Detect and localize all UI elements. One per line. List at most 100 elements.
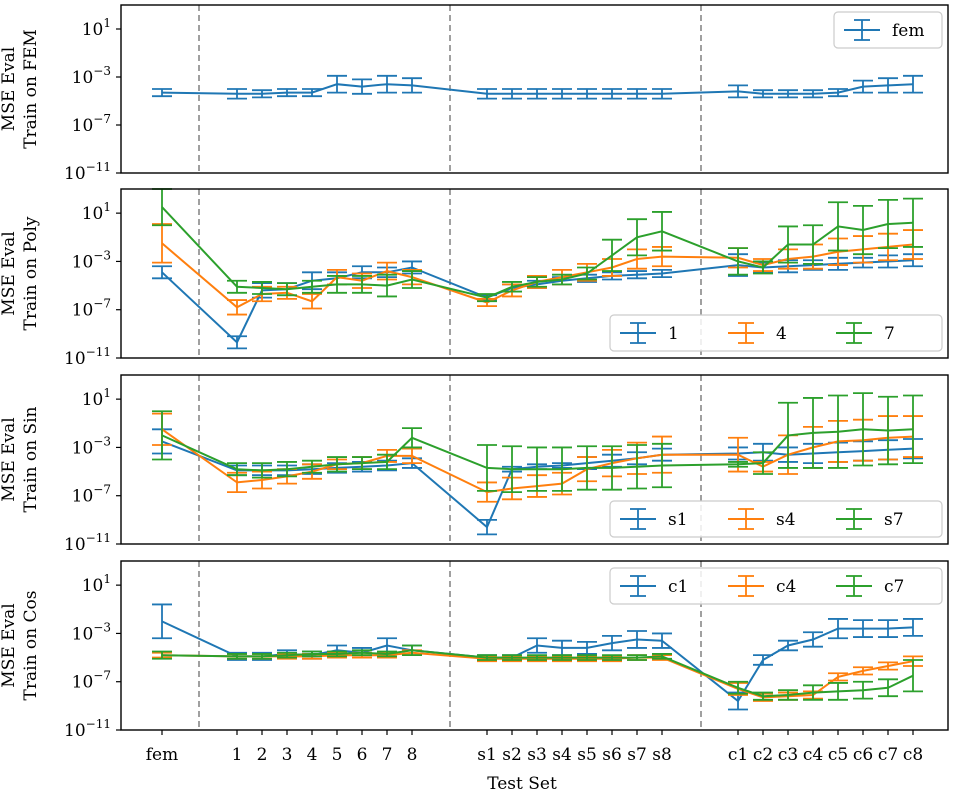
error-bar [778,401,798,469]
x-tick-label: 8 [407,745,418,765]
error-bar [803,224,823,265]
x-tick-label: s1 [477,745,497,765]
error-bar [277,282,297,297]
error-bar [152,265,172,280]
x-tick-label: c7 [878,745,898,765]
error-bar [803,397,823,469]
error-bar [552,654,572,661]
legend-box [609,500,943,538]
error-bar [477,518,497,536]
y-axis-title-line1: MSE Eval [0,603,19,687]
x-tick-label: 6 [357,745,368,765]
y-axis-title-line1: MSE Eval [0,417,19,501]
legend-label: 7 [884,324,895,344]
error-bar [152,188,172,227]
error-bar [302,88,322,98]
y-axis-title-line2: Train on Cos [21,591,41,701]
legend-box [833,11,943,49]
series-c7 [152,644,923,701]
error-bar [502,445,522,493]
error-bar [302,279,322,294]
series-fem [152,74,923,100]
error-bar [853,680,873,700]
legend-item-c1: c1 [620,575,688,597]
x-tick-label: c2 [753,745,773,765]
error-bar [502,281,522,293]
x-tick-label: 4 [307,745,318,765]
x-axis-title: Test Set [487,774,557,794]
x-tick-label: 3 [282,745,293,765]
error-bar [252,653,272,660]
error-bar [477,444,497,492]
y-tick-label: 10−7 [72,297,111,321]
y-tick-label: 101 [82,572,111,596]
x-tick-label: 1 [232,745,243,765]
error-bar [853,79,873,94]
x-tick-label: c6 [853,745,873,765]
legend-item-s1: s1 [620,508,688,530]
legend-label: s7 [884,510,904,530]
error-bar [627,444,647,490]
error-bar [352,456,372,471]
error-bar [502,654,522,661]
error-bar [602,634,622,652]
series-4 [152,223,923,316]
x-tick-label: 7 [382,745,393,765]
x-tick-label: 5 [332,745,343,765]
error-bar [652,268,672,279]
error-bar [602,238,622,272]
legend-label: c7 [884,577,904,597]
legend-item-7: 7 [836,322,895,344]
y-tick-label: 10−3 [72,620,111,644]
error-bar [552,88,572,100]
y-tick-label: 10−11 [64,160,111,184]
y-tick-label: 101 [82,386,111,410]
error-bar [627,654,647,661]
error-bar [878,678,898,698]
legend-label: s1 [668,510,688,530]
error-bar [878,198,898,250]
x-tick-label: 2 [257,745,268,765]
legend-item-c4: c4 [728,575,796,597]
legend-box [609,567,943,605]
error-bar [828,201,848,252]
legend-item-s7: s7 [836,508,904,530]
legend: s1 s4 s7 [609,500,943,538]
x-tick-label: c1 [728,745,748,765]
error-bar [778,689,798,701]
error-bar [377,637,397,654]
error-bar [602,88,622,100]
plot-frame [120,374,949,545]
error-bar [828,682,848,701]
x-tick-label: fem [146,745,178,765]
error-bar [152,650,172,660]
x-tick-label: s3 [527,745,547,765]
error-bar [227,335,247,350]
series-s7 [152,392,923,493]
error-bar [152,603,172,640]
x-tick-label: s6 [602,745,622,765]
error-bar [377,453,397,471]
error-bar [227,88,247,100]
error-bar [828,88,848,98]
error-bar [803,684,823,701]
y-axis-title-line1: MSE Eval [0,231,19,315]
error-bar [853,666,873,676]
error-bar [552,446,572,492]
error-bar [152,410,172,461]
error-bar [878,77,898,94]
error-bar [728,247,748,276]
error-bar [527,88,547,100]
error-bar [227,279,247,294]
error-bar [778,639,798,652]
y-axis-title-line1: MSE Eval [0,47,19,131]
y-tick-label: 10−7 [72,112,111,136]
error-bar [803,631,823,648]
error-bar [778,89,798,99]
error-bar [527,654,547,661]
y-tick-label: 10−11 [64,717,111,741]
error-bar [252,462,272,479]
error-bar [878,661,898,671]
error-bar [753,451,773,475]
